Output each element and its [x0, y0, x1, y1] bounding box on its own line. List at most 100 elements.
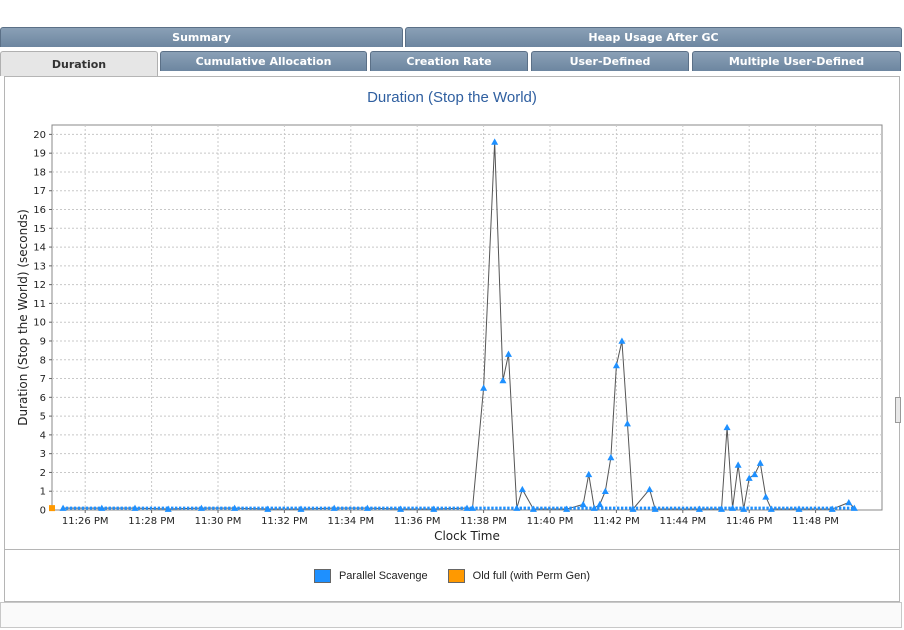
- data-point-parallel-scavenge: [257, 506, 260, 510]
- data-point-parallel-scavenge: [665, 506, 669, 510]
- y-tick-label: 18: [33, 167, 46, 178]
- data-point-parallel-scavenge: [639, 506, 643, 510]
- data-point-parallel-scavenge: [601, 487, 609, 495]
- data-point-parallel-scavenge: [850, 506, 854, 510]
- y-tick-label: 1: [40, 487, 46, 498]
- data-point-parallel-scavenge: [403, 506, 406, 510]
- data-point-parallel-scavenge: [661, 506, 665, 510]
- data-point-parallel-scavenge: [333, 506, 336, 510]
- data-point-parallel-scavenge: [507, 506, 510, 510]
- data-point-parallel-scavenge: [178, 506, 182, 510]
- y-tick-label: 6: [40, 393, 46, 404]
- data-point-parallel-scavenge: [601, 506, 604, 510]
- data-point-parallel-scavenge: [315, 506, 319, 510]
- data-point-parallel-scavenge: [706, 506, 709, 510]
- tab-duration[interactable]: Duration: [0, 51, 158, 76]
- data-point-parallel-scavenge: [386, 506, 389, 510]
- data-point-parallel-scavenge: [750, 506, 753, 510]
- legend-label-parallel-scavenge: Parallel Scavenge: [338, 570, 428, 582]
- legend-swatch-old-full: [447, 569, 465, 583]
- data-point-parallel-scavenge: [444, 506, 447, 510]
- data-point-parallel-scavenge: [745, 474, 753, 481]
- data-point-parallel-scavenge: [419, 506, 422, 510]
- data-point-parallel-scavenge: [495, 506, 498, 510]
- data-point-parallel-scavenge: [589, 506, 592, 510]
- tab-user-defined[interactable]: User-Defined: [531, 51, 689, 71]
- data-point-parallel-scavenge: [593, 506, 596, 510]
- data-point-parallel-scavenge: [220, 506, 223, 510]
- data-point-parallel-scavenge: [635, 506, 639, 510]
- data-point-parallel-scavenge: [728, 506, 731, 510]
- status-bar: [0, 602, 902, 628]
- data-point-parallel-scavenge: [801, 506, 805, 510]
- data-point-parallel-scavenge: [65, 506, 69, 510]
- tab-heap-usage-after-gc[interactable]: Heap Usage After GC: [405, 27, 902, 47]
- data-point-parallel-scavenge: [673, 506, 677, 510]
- tab-cumulative-allocation[interactable]: Cumulative Allocation: [160, 51, 367, 71]
- data-point-parallel-scavenge: [646, 485, 654, 493]
- y-tick-label: 10: [33, 318, 46, 329]
- data-point-parallel-scavenge: [390, 506, 393, 510]
- data-point-parallel-scavenge: [778, 506, 781, 510]
- data-point-parallel-scavenge: [647, 506, 651, 510]
- data-point-parallel-scavenge: [167, 506, 170, 510]
- data-point-parallel-scavenge: [651, 506, 655, 510]
- data-point-parallel-scavenge: [523, 506, 526, 510]
- data-point-parallel-scavenge: [581, 506, 584, 510]
- y-tick-label: 8: [40, 355, 46, 366]
- data-point-parallel-scavenge: [813, 506, 817, 510]
- data-point-parallel-scavenge: [270, 506, 273, 510]
- data-point-parallel-scavenge: [216, 506, 219, 510]
- tab-creation-rate[interactable]: Creation Rate: [370, 51, 528, 71]
- data-point-parallel-scavenge: [398, 506, 401, 510]
- data-point-parallel-scavenge: [311, 506, 315, 510]
- data-point-parallel-scavenge: [766, 506, 769, 510]
- data-point-parallel-scavenge: [628, 506, 632, 510]
- y-tick-label: 9: [40, 336, 46, 347]
- data-point-parallel-scavenge: [831, 506, 834, 510]
- data-point-parallel-scavenge: [93, 506, 97, 510]
- y-tick-label: 3: [40, 449, 46, 460]
- data-point-parallel-scavenge: [233, 506, 236, 510]
- data-point-parallel-scavenge: [348, 506, 352, 510]
- data-point-parallel-scavenge: [378, 506, 381, 510]
- legend: Parallel Scavenge Old full (with Perm Ge…: [5, 549, 899, 602]
- data-point-parallel-scavenge: [698, 506, 701, 510]
- data-point-parallel-scavenge: [170, 506, 174, 510]
- data-point-parallel-scavenge: [469, 506, 473, 510]
- data-point-parallel-scavenge: [303, 506, 307, 510]
- data-point-parallel-scavenge: [681, 506, 685, 510]
- data-point-parallel-scavenge: [540, 506, 543, 510]
- data-point-parallel-scavenge: [618, 337, 626, 344]
- x-tick-label: 11:44 PM: [659, 516, 706, 527]
- chart-panel: Duration (Stop the World) 0 1 2 3 4 5 6 7 8 9 10 11…: [4, 76, 901, 602]
- chart-title: Duration (Stop the World): [367, 89, 537, 106]
- tab-summary[interactable]: Summary: [0, 27, 403, 47]
- x-axis-label: Clock Time: [434, 529, 500, 543]
- y-axis-label: Duration (Stop the World) (seconds): [16, 209, 30, 426]
- y-tick-label: 15: [33, 224, 46, 235]
- data-point-parallel-scavenge: [340, 506, 344, 510]
- scrollbar-thumb[interactable]: [895, 397, 901, 423]
- data-point-parallel-scavenge: [774, 506, 777, 510]
- data-point-parallel-scavenge: [452, 506, 455, 510]
- data-point-parallel-scavenge: [366, 506, 369, 510]
- data-point-parallel-scavenge: [612, 361, 620, 369]
- tab-multiple-user-defined[interactable]: Multiple User-Defined: [692, 51, 901, 71]
- data-point-parallel-scavenge: [631, 506, 635, 510]
- data-point-parallel-scavenge: [577, 506, 580, 510]
- data-point-parallel-scavenge: [714, 506, 717, 510]
- data-point-parallel-scavenge: [805, 506, 809, 510]
- data-point-parallel-scavenge: [809, 506, 813, 510]
- data-point-parallel-scavenge: [352, 506, 356, 510]
- data-point-parallel-scavenge: [532, 506, 535, 510]
- data-point-parallel-scavenge: [739, 506, 742, 510]
- data-point-parallel-scavenge: [432, 506, 435, 510]
- data-point-parallel-scavenge: [511, 506, 514, 510]
- data-point-parallel-scavenge: [153, 506, 157, 510]
- data-point-parallel-scavenge: [81, 506, 85, 510]
- data-point-parallel-scavenge: [61, 506, 65, 510]
- data-point-parallel-scavenge: [825, 506, 829, 510]
- data-point-parallel-scavenge: [460, 506, 463, 510]
- tab-row-bottom: Duration Cumulative Allocation Creation …: [0, 51, 901, 76]
